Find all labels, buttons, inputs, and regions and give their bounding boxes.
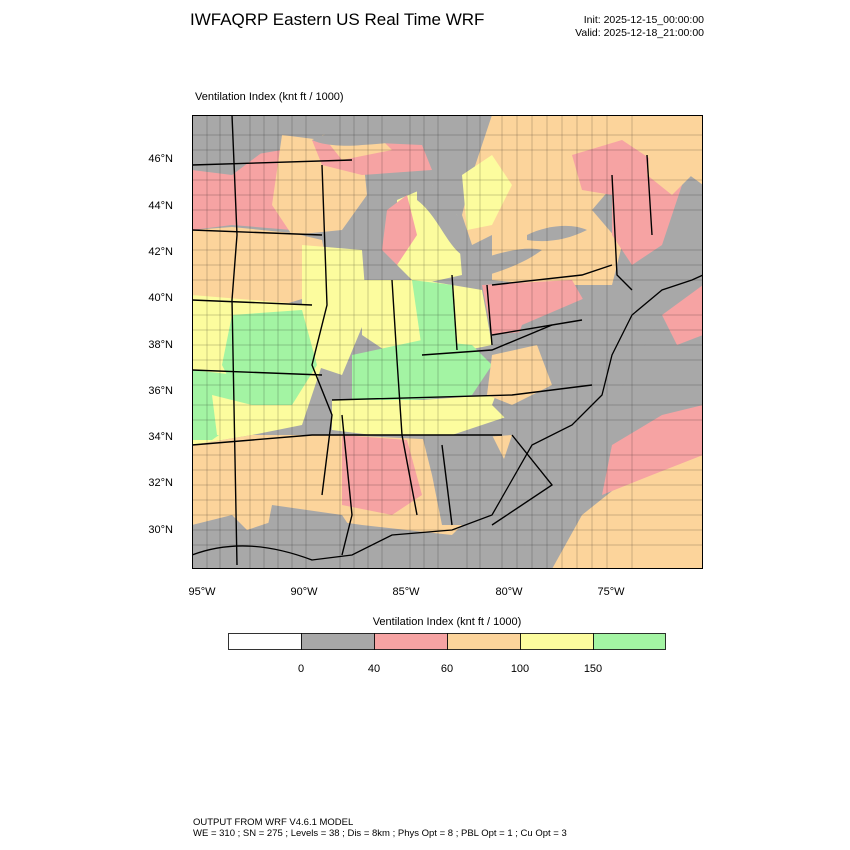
legend-swatch-gray: [301, 633, 375, 650]
legend-tick: 0: [297, 663, 305, 675]
lat-label: 34°N: [148, 431, 173, 443]
legend-swatch-white: [228, 633, 302, 650]
lon-label: 75°W: [597, 586, 625, 598]
legend-colorbar: [228, 633, 666, 650]
legend-title: Ventilation Index (knt ft / 1000): [372, 616, 522, 628]
florida-gray: [452, 515, 522, 569]
texas-gray: [192, 515, 262, 569]
model-info: OUTPUT FROM WRF V4.6.1 MODEL WE = 310 ; …: [193, 817, 567, 839]
legend-tick: 100: [510, 663, 530, 675]
iowa-orange: [192, 227, 332, 305]
canada-yellow: [462, 155, 512, 230]
legend-swatch-red: [374, 633, 448, 650]
lat-label: 30°N: [148, 524, 173, 536]
lake-michigan: [366, 185, 381, 280]
lat-label: 40°N: [148, 292, 173, 304]
map-frame: [192, 115, 703, 569]
louisiana-gray: [262, 505, 362, 569]
missouri-green: [222, 310, 317, 405]
lon-label: 95°W: [188, 586, 216, 598]
panel-title: Ventilation Index (knt ft / 1000): [195, 91, 344, 103]
legend-swatch-green: [593, 633, 666, 650]
lake-ontario: [527, 225, 587, 242]
lat-label: 46°N: [148, 153, 173, 165]
page-title: IWFAQRP Eastern US Real Time WRF: [190, 10, 485, 29]
run-times: Init: 2025-12-15_00:00:00 Valid: 2025-12…: [520, 14, 704, 40]
lon-label: 80°W: [495, 586, 523, 598]
kentucky-green: [352, 340, 492, 405]
lower-michigan-red: [382, 195, 417, 265]
ventilation-index-map: [192, 115, 703, 569]
lat-label: 32°N: [148, 477, 173, 489]
legend-swatch-orange: [447, 633, 521, 650]
lake-superior: [312, 124, 432, 146]
model-info-line2: WE = 310 ; SN = 275 ; Levels = 38 ; Dis …: [193, 828, 567, 839]
legend-tick: 150: [583, 663, 603, 675]
legend-tick: 60: [440, 663, 454, 675]
lat-label: 42°N: [148, 246, 173, 258]
atlantic-red: [602, 405, 703, 495]
lon-label: 85°W: [392, 586, 420, 598]
coastline: [192, 274, 703, 561]
atlantic-gray: [512, 305, 703, 569]
minnesota-gray: [192, 115, 272, 175]
valid-time: Valid: 2025-12-18_21:00:00: [575, 27, 704, 39]
legend-tick: 40: [367, 663, 381, 675]
init-time: Init: 2025-12-15_00:00:00: [583, 14, 704, 26]
lat-label: 36°N: [148, 385, 173, 397]
lat-label: 44°N: [148, 200, 173, 212]
county-grid: [192, 115, 703, 569]
lat-label: 38°N: [148, 339, 173, 351]
lon-label: 90°W: [290, 586, 318, 598]
legend-swatch-yellow: [520, 633, 594, 650]
atlantic-orange: [552, 445, 703, 569]
model-info-line1: OUTPUT FROM WRF V4.6.1 MODEL: [193, 817, 354, 828]
ny-orange: [492, 210, 622, 285]
